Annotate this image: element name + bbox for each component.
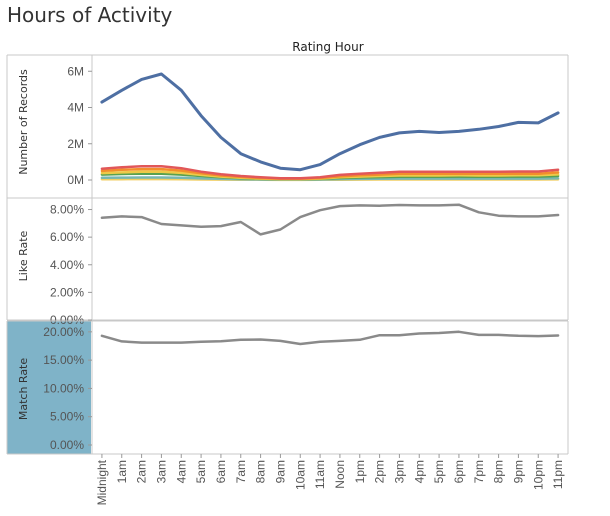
y-tick-label: 15.00% bbox=[43, 353, 84, 367]
y-tick-label: 0M bbox=[67, 173, 84, 187]
match-rate-header-highlight bbox=[7, 321, 91, 454]
y-axis-title: Like Rate bbox=[17, 230, 30, 281]
panel-like-rate: 0.00% 2.00% 4.00% 6.00% 8.00% Like Rate bbox=[6, 197, 569, 327]
x-tick-label: 1pm bbox=[353, 460, 367, 483]
x-tick-label: 5am bbox=[194, 460, 208, 483]
series-line bbox=[100, 203, 560, 236]
panel-number-of-records: 0M 2M 4M 6M Number of Records bbox=[6, 54, 569, 199]
series-line bbox=[100, 72, 560, 172]
x-tick-label: 4pm bbox=[412, 460, 426, 483]
x-tick-label: 6pm bbox=[452, 460, 466, 483]
x-tick-label: 2am bbox=[135, 460, 149, 483]
y-tick-label: 20.00% bbox=[43, 325, 84, 339]
x-tick-label: 8pm bbox=[492, 460, 506, 483]
x-tick-label: 7pm bbox=[472, 460, 486, 483]
x-tick-label: 11am bbox=[313, 460, 327, 489]
x-tick-label: Midnight bbox=[95, 459, 109, 505]
y-tick-label: 2.00% bbox=[50, 285, 84, 299]
x-tick-label: 11pm bbox=[551, 460, 565, 489]
y-axis-title: Match Rate bbox=[17, 358, 30, 421]
x-tick-label: Noon bbox=[333, 460, 347, 489]
y-tick-label: 10.00% bbox=[43, 381, 84, 395]
y-axis-title: Number of Records bbox=[17, 69, 30, 175]
y-tick-label: 0.00% bbox=[50, 438, 84, 452]
x-tick-label: 10am bbox=[293, 460, 307, 490]
x-tick-label: 6am bbox=[214, 460, 228, 483]
y-tick-label: 4.00% bbox=[50, 258, 84, 272]
x-tick-label: 4am bbox=[174, 460, 188, 483]
x-tick-label: 9am bbox=[273, 460, 287, 483]
y-tick-label: 8.00% bbox=[50, 203, 84, 217]
series-line bbox=[100, 164, 560, 180]
x-tick-label: 10pm bbox=[531, 460, 545, 490]
series-line bbox=[100, 330, 560, 346]
y-tick-label: 0.00% bbox=[50, 313, 84, 327]
x-tick-label: 3am bbox=[154, 460, 168, 483]
chart-title: Hours of Activity bbox=[7, 3, 173, 27]
x-tick-label: 8am bbox=[254, 460, 268, 483]
y-tick-label: 6M bbox=[67, 64, 84, 78]
y-tick-label: 4M bbox=[67, 101, 84, 115]
column-header: Rating Hour bbox=[292, 40, 363, 54]
y-tick-label: 2M bbox=[67, 137, 84, 151]
y-tick-label: 6.00% bbox=[50, 230, 84, 244]
x-tick-label: 9pm bbox=[511, 460, 525, 483]
y-tick-label: 5.00% bbox=[50, 410, 84, 424]
x-tick-label: 5pm bbox=[432, 460, 446, 483]
x-tick-label: 1am bbox=[115, 460, 129, 483]
x-tick-label: 3pm bbox=[392, 460, 406, 483]
panel-match-rate: 0.00% 5.00% 10.00% 15.00% 20.00% Match Rate bbox=[6, 320, 569, 455]
x-tick-label: 7am bbox=[234, 460, 248, 483]
x-tick-label: 2pm bbox=[373, 460, 387, 483]
